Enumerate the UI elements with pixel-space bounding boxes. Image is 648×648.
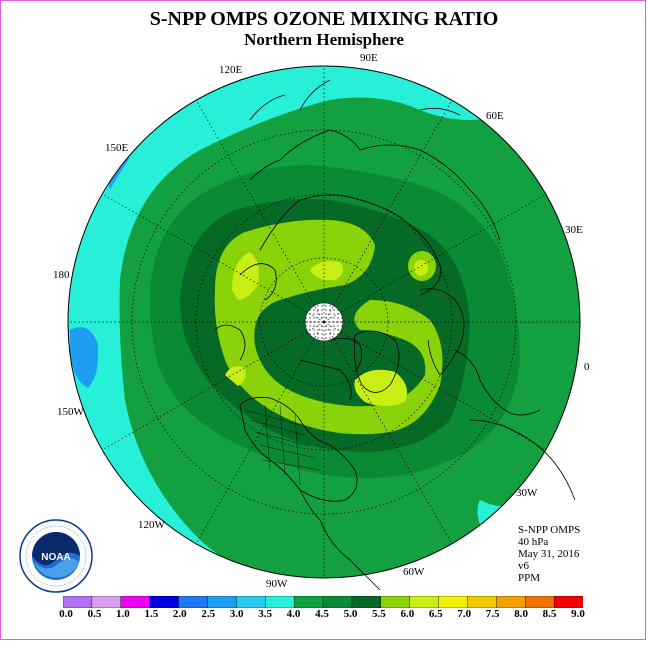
colorbar-segment [409,596,440,608]
label-180: 180 [53,269,70,281]
colorbar-segment [293,596,324,608]
map-subtitle: Northern Hemisphere [244,30,404,49]
info-version: v6 [518,560,529,572]
noaa-logo: NOAA [19,519,93,593]
colorbar-tick-label: 7.0 [457,608,472,620]
colorbar-tick-label: 1.0 [116,608,130,620]
colorbar-tick-label: 8.5 [542,608,557,620]
label-30e: 30E [565,224,583,236]
map-boundary [67,65,581,579]
contour-band-6-5-pacific [232,252,259,300]
label-30w: 30W [516,487,538,499]
contour-band-6-5-siberia [310,261,344,281]
map-title: S-NPP OMPS OZONE MIXING RATIO [149,8,499,30]
info-units: PPM [518,572,541,584]
label-90w: 90W [266,578,288,590]
colorbar-segment [553,596,583,608]
colorbar-tick-label: 3.0 [229,608,244,620]
label-150w: 150W [57,406,85,418]
colorbar-segment [525,596,555,608]
colorbar-segment [496,596,526,608]
colorbar-segment [207,596,238,608]
logo-text: NOAA [41,552,70,563]
colorbar-ticks: 0.0 0.5 1.0 1.5 2.0 2.5 3.0 3.5 4.0 4.5 5.0 5.5 6.0 6… [0,608,648,622]
colorbar-tick-label: 4.5 [315,608,329,620]
colorbar-segment [91,596,122,608]
colorbar-tick-label: 8.0 [514,608,528,620]
colorbar-tick-label: 0.5 [87,608,102,620]
political-boundaries [244,404,321,486]
colorbar-segment [265,596,295,608]
info-level: 40 hPa [518,536,549,548]
colorbar-tick-label: 5.0 [343,608,358,620]
label-120e: 120E [219,64,243,76]
colorbar-tick-label: 5.5 [372,608,386,620]
label-90e: 90E [360,52,378,64]
contour-band-6-5-pacific-low [225,366,246,386]
colorbar-tick-label: 1.5 [144,608,159,620]
colorbar-tick-label: 7.5 [485,608,500,620]
label-0: 0 [584,361,590,373]
label-120w: 120W [138,519,166,531]
colorbar [63,596,583,608]
colorbar-segment [438,596,469,608]
contour-band-6-5-atlantic [354,369,408,406]
colorbar-tick-label: 3.5 [258,608,272,620]
colorbar-segment [149,596,180,608]
graticule [68,66,580,578]
label-150e: 150E [105,142,129,154]
colorbar-tick-label: 6.5 [428,608,443,620]
colorbar-tick-label: 6.0 [400,608,415,620]
colorbar-tick-label: 0.0 [59,608,73,620]
contour-band-below-4-west [70,327,99,388]
contour-band-6-5-europe [414,260,428,276]
colorbar-segment [351,596,382,608]
colorbar-segment [322,596,353,608]
colorbar-tick-label: 9.0 [571,608,585,620]
colorbar-segment [178,596,209,608]
colorbar-tick-label: 2.5 [201,608,216,620]
info-date: May 31, 2016 [518,548,580,560]
info-panel: S-NPP OMPS 40 hPa May 31, 2016 v6 PPM [518,524,580,584]
label-60w: 60W [403,566,425,578]
colorbar-tick-label: 2.0 [172,608,187,620]
colorbar-segment [236,596,266,608]
colorbar-tick-label: 4.0 [286,608,301,620]
colorbar-segment [467,596,498,608]
contour-band-6-0 [214,219,443,435]
colorbar-segment [63,596,93,608]
colorbar-segment [380,596,411,608]
colorbar-segment [120,596,151,608]
info-instrument: S-NPP OMPS [518,524,581,536]
contour-band-below-4-north [108,158,130,190]
label-60e: 60E [486,110,504,122]
